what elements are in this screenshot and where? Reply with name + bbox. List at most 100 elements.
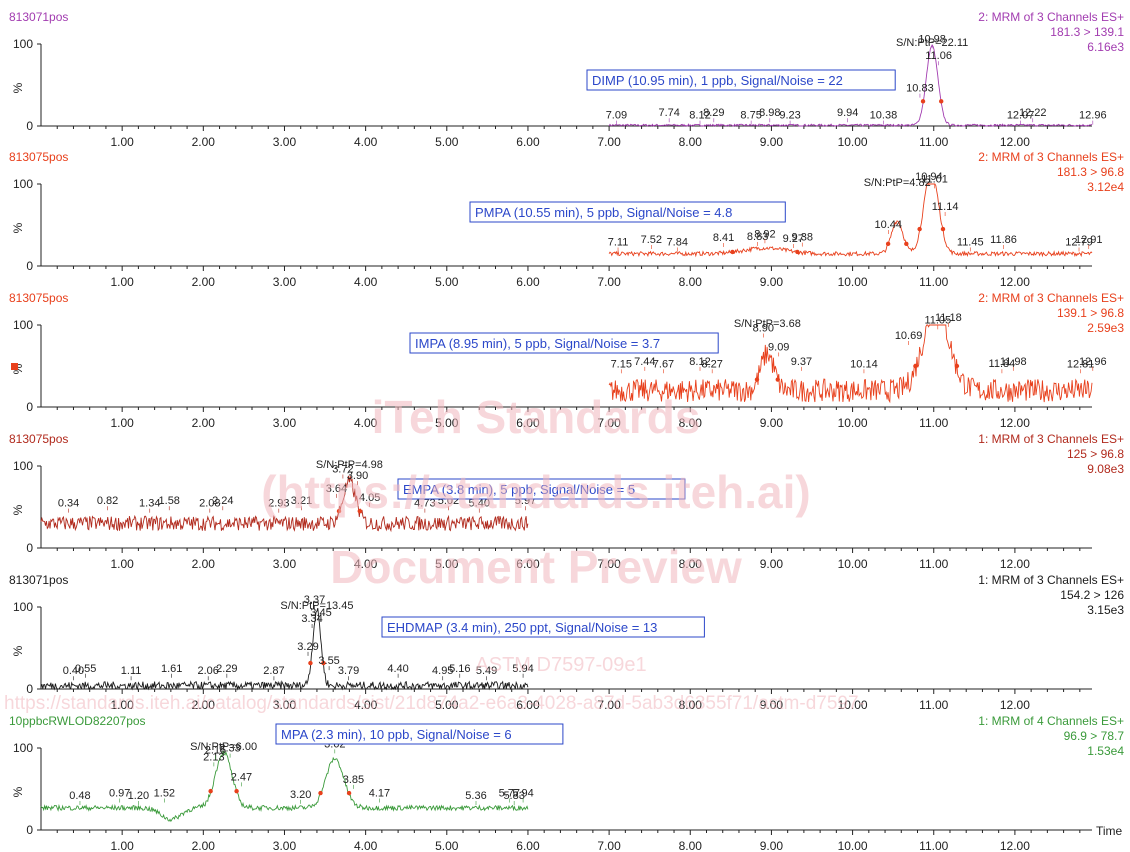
peak-label: 11.01 [921,173,948,185]
annotation-text: EMPA (3.8 min), 5 ppb, Signal/Noise = 5 [403,482,635,497]
peak-label: 2.08 [199,498,220,510]
peak-label: 11.05 [924,314,951,326]
peak-label: 12.96 [1079,356,1107,368]
x-tick-label: 4.00 [354,557,378,571]
x-tick-label: 2.00 [192,557,216,571]
x-tick-label: 7.00 [597,135,621,149]
peak-label: 10.44 [875,219,903,231]
annotation-box [381,616,705,638]
integration-marker [775,377,780,382]
peak-label: 2.15 [205,744,226,756]
x-tick-label: 5.00 [435,557,459,571]
y-tick-label: 100 [13,459,33,473]
peak-label: 0.82 [97,495,118,507]
x-tick-label: 12.00 [1000,275,1030,289]
intensity-label: 3.12e4 [1087,180,1124,194]
peak-label: 5.83 [503,790,524,802]
y-axis-label: % [11,786,25,797]
trace-line [608,44,1093,127]
channel-label: 1: MRM of 4 Channels ES+ [978,714,1124,728]
x-tick-label: 11.00 [919,698,948,712]
peak-label: 9.09 [768,341,789,353]
peak-label: 2.93 [268,498,289,510]
peak-label: 12.22 [1019,107,1047,119]
signal-noise-label: S/N:PtP=4.98 [316,459,383,471]
x-tick-label: 5.00 [435,698,459,712]
x-tick-label: 8.00 [679,275,703,289]
x-tick-label: 12.00 [1000,416,1030,430]
peak-label: 7.11 [608,236,629,248]
watermark-line3: Document Preview [330,541,742,593]
signal-noise-label: S/N:PtP=3.68 [734,318,801,330]
x-tick-label: 2.00 [192,135,216,149]
y-axis-label: % [11,82,25,93]
watermark-designation: ASTM D7597-09e1 [475,654,646,676]
x-tick-label: 6.00 [516,135,540,149]
x-tick-label: 2.00 [192,839,216,852]
peak-label: 1.58 [159,495,180,507]
panel-marker-square [11,363,18,370]
intensity-label: 6.16e3 [1087,40,1124,54]
integration-marker [939,99,944,104]
annotation-text: EHDMAP (3.4 min), 250 ppt, Signal/Noise … [387,620,657,635]
integration-marker [336,508,342,514]
chromatogram-panel-5: 100 0% 1.00 2.00 3.00 4.00 5.00 6.00 7.00 8.00 9.0… [9,573,1124,712]
x-tick-label: 7.00 [597,557,621,571]
integration-marker [920,99,926,104]
peak-label: 3.64 [326,483,347,495]
y-tick-label: 0 [26,541,33,555]
peak-label: 4.40 [387,663,408,675]
integration-marker [954,363,960,369]
peak-label: 8.98 [759,107,780,119]
peak-label: 7.09 [606,110,627,122]
peak-label: 5.77 [499,788,520,800]
annotation-box [469,201,786,223]
peak-label: 10.98 [918,33,946,45]
peak-label: 12.91 [1075,234,1103,246]
x-tick-label: 12.00 [1000,839,1030,852]
trace-line [40,607,529,691]
annotation-box [409,332,719,354]
x-tick-label: 8.00 [679,135,703,149]
peak-label: 2.24 [212,495,233,507]
peak-label: 9.37 [791,356,812,368]
x-tick-label: 11.00 [919,416,948,430]
integration-marker [208,788,213,794]
peak-label: 9.38 [792,232,813,244]
sample-name: 813075pos [9,432,68,446]
integration-marker [795,249,800,255]
channel-label: 2: MRM of 3 Channels ES+ [978,150,1124,164]
peak-label: 11.14 [932,201,959,213]
x-tick-label: 11.00 [919,839,948,852]
trace-line [608,324,1093,404]
annotation-box [275,723,564,745]
y-tick-label: 100 [13,741,33,755]
intensity-label: 1.53e4 [1087,744,1124,758]
peak-label: 2.06 [197,665,218,677]
peak-label: 3.21 [291,495,312,507]
x-tick-label: 10.00 [838,275,868,289]
x-tick-label: 7.00 [597,839,621,852]
x-tick-label: 4.00 [354,416,378,430]
annotation-box [397,478,686,500]
sample-name: 813075pos [9,291,68,305]
integration-marker [885,241,891,247]
integration-marker [308,660,313,666]
x-tick-label: 6.00 [516,416,540,430]
x-tick-label: 3.00 [273,698,297,712]
y-tick-label: 0 [26,259,33,273]
peak-label: 3.34 [301,613,322,625]
integration-marker [917,226,922,232]
trace-line [608,183,1093,258]
x-tick-label: 4.00 [354,135,378,149]
chromatogram-panel-1: 100 0% 1.00 2.00 3.00 4.00 5.00 6.00 7.00 8.00 9.0… [9,10,1124,149]
peak-label: 8.83 [747,231,768,243]
transition-label: 125 > 96.8 [1067,447,1124,461]
x-tick-label: 6.00 [516,839,540,852]
y-axis-label: % [11,645,25,656]
channel-label: 1: MRM of 3 Channels ES+ [978,573,1124,587]
peak-label: 12.79 [1065,237,1093,249]
peak-label: 2.47 [231,771,252,783]
peak-label: 12.81 [1067,358,1095,370]
integration-marker [730,249,735,255]
